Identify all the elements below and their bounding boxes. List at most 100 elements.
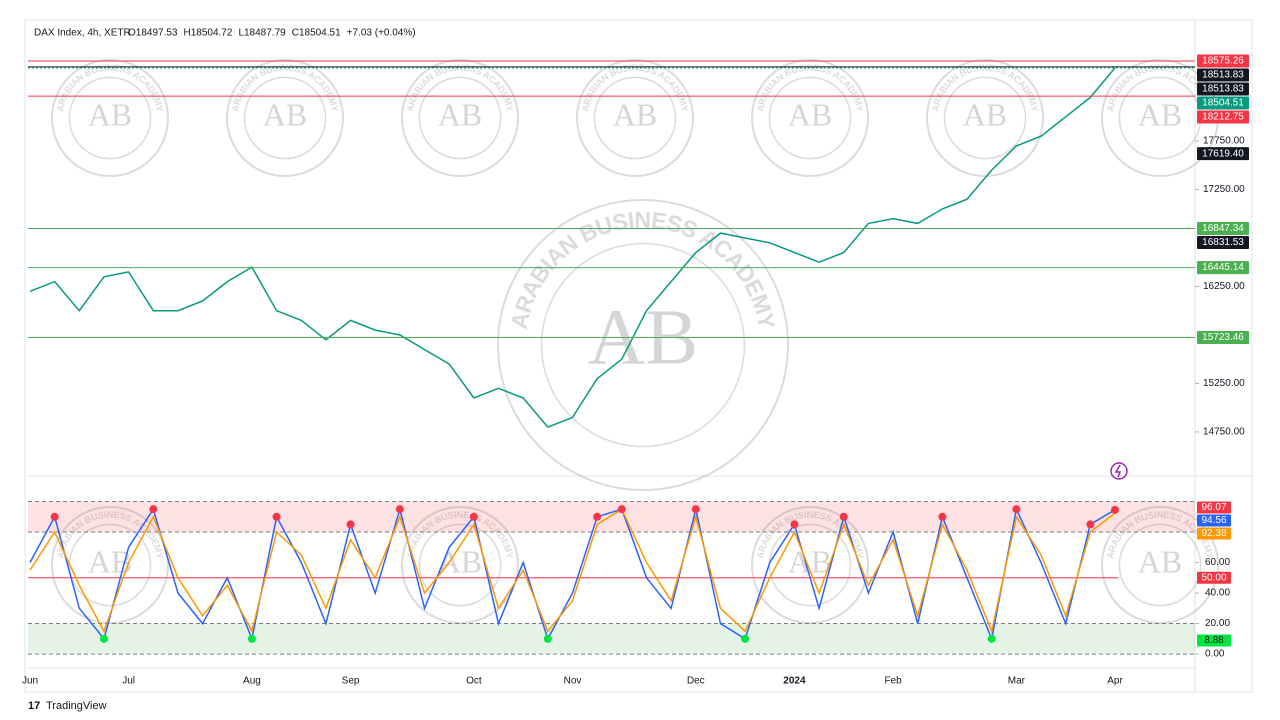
- signal-dot: [691, 505, 700, 514]
- level-label: 16847.34: [1202, 223, 1244, 234]
- watermark-ring: [768, 76, 852, 160]
- signal-dot: [1086, 520, 1095, 529]
- x-tick-label: Feb: [884, 676, 902, 687]
- watermark-ring: [68, 76, 152, 160]
- band: [28, 623, 1195, 655]
- level-badge: [1197, 54, 1249, 68]
- alert-bolt: [1114, 464, 1122, 478]
- watermark-ring: [593, 76, 677, 160]
- watermark-monogram: AB: [788, 97, 832, 132]
- signal-dot: [1012, 505, 1021, 514]
- watermark-monogram: AB: [263, 97, 307, 132]
- signal-dot: [346, 520, 355, 529]
- watermark-ring: [418, 76, 502, 160]
- marker-label: 96.07: [1201, 502, 1226, 513]
- x-tick-label: Sep: [342, 676, 360, 687]
- watermark-ring: [926, 59, 1044, 177]
- watermark-ring: [576, 59, 694, 177]
- signal-dot: [1111, 505, 1119, 514]
- level-badge: [1197, 236, 1249, 250]
- level-badge: [1197, 147, 1249, 161]
- ohlc-value: C18504.51: [292, 28, 341, 39]
- watermark-ring: [226, 59, 344, 177]
- watermark-ring: [51, 59, 169, 177]
- level-label: 16445.14: [1202, 262, 1244, 273]
- x-tick-label: Nov: [564, 676, 582, 687]
- watermark-monogram: AB: [438, 544, 482, 579]
- level-badge: [1197, 222, 1249, 236]
- marker-label: 94.56: [1201, 515, 1226, 526]
- marker-badge: [1197, 527, 1231, 540]
- signal-dot: [839, 512, 848, 521]
- x-tick-label: Apr: [1107, 676, 1123, 687]
- level-label: 18575.26: [1202, 56, 1244, 67]
- marker-label: 92.38: [1201, 528, 1226, 539]
- signal-dot: [247, 634, 256, 643]
- logo: 17: [28, 700, 40, 712]
- frame: [24, 19, 1253, 693]
- level-label: 15723.46: [1202, 332, 1244, 343]
- signal-dot: [938, 512, 947, 521]
- signal-dot: [99, 634, 108, 643]
- level-badge: [1197, 96, 1249, 110]
- level-badge: [1197, 82, 1249, 96]
- watermark-ring: [1101, 506, 1219, 624]
- oscillator-line: [29, 508, 1116, 634]
- level-label: 18212.75: [1202, 112, 1244, 123]
- watermark-ring: [943, 76, 1027, 160]
- watermark-monogram: AB: [788, 544, 832, 579]
- watermark-monogram: AB: [438, 97, 482, 132]
- ohlc-value: L18487.79: [238, 28, 286, 39]
- watermark-ring: [418, 523, 502, 607]
- marker-label: 8.88: [1204, 635, 1224, 646]
- y-tick-label: 15250.00: [1203, 378, 1245, 389]
- x-tick-label: Mar: [1008, 676, 1026, 687]
- x-tick-label: Jun: [22, 676, 38, 687]
- y-tick-label: 17250.00: [1203, 184, 1245, 195]
- y-tick-label: 20.00: [1205, 618, 1230, 629]
- level-label: 18504.51: [1202, 98, 1244, 109]
- symbol-title: DAX Index, 4h, XETR: [34, 28, 131, 39]
- y-tick-label: 16250.00: [1203, 281, 1245, 292]
- signal-dot: [50, 512, 59, 521]
- watermark-monogram: AB: [88, 97, 132, 132]
- watermark-ring: [1118, 523, 1202, 607]
- x-tick-label: Oct: [466, 676, 482, 687]
- signal-dot: [469, 512, 478, 521]
- marker-label: 50.00: [1201, 572, 1226, 583]
- watermark-monogram: AB: [963, 97, 1007, 132]
- level-badge: [1197, 68, 1249, 82]
- level-label: 17619.40: [1202, 148, 1244, 159]
- watermark-ring: [401, 506, 519, 624]
- signal-dot: [741, 634, 750, 643]
- x-tick-label: 2024: [783, 676, 806, 687]
- watermark-monogram: AB: [613, 97, 657, 132]
- marker-badge: [1197, 571, 1231, 584]
- y-tick-label: 0.00: [1205, 649, 1225, 660]
- watermark-monogram: AB: [1138, 544, 1182, 579]
- watermark-monogram: AB: [1138, 97, 1182, 132]
- signal-dot: [987, 634, 996, 643]
- footer-brand: TradingView: [46, 700, 107, 712]
- watermark-ring: [401, 59, 519, 177]
- marker-badge: [1197, 634, 1231, 647]
- ohlc-value: H18504.72: [184, 28, 233, 39]
- ohlc-value: +7.03 (+0.04%): [347, 28, 416, 39]
- x-tick-label: Aug: [243, 676, 261, 687]
- ohlc: O18497.53 H18504.72 L18487.79 C18504.51 +7.0…: [128, 28, 416, 39]
- alert-icon[interactable]: [1110, 462, 1128, 480]
- level-badge: [1197, 261, 1249, 275]
- level-label: 18513.83: [1202, 84, 1244, 95]
- level-label: 16831.53: [1202, 237, 1244, 248]
- watermark-ring: [497, 199, 789, 491]
- y-tick-label: 14750.00: [1203, 427, 1245, 438]
- band: [28, 501, 1195, 533]
- signal-dot: [790, 520, 799, 529]
- watermark-ring: [751, 506, 869, 624]
- marker-badge: [1197, 501, 1231, 514]
- y-tick-label: 40.00: [1205, 588, 1230, 599]
- watermark-ring: [751, 59, 869, 177]
- signal-dot: [272, 512, 281, 521]
